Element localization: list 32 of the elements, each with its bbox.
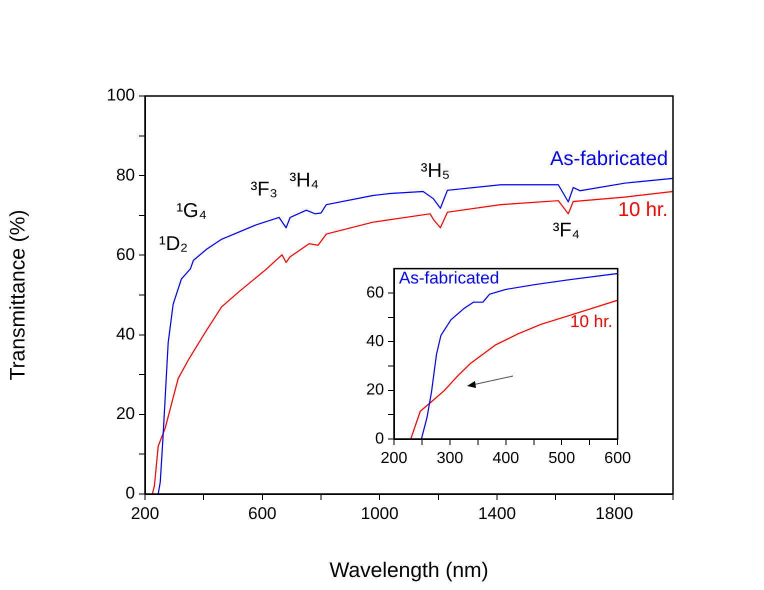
x-tick-label: 200 [130, 504, 160, 523]
y-tick-label: 40 [366, 333, 384, 350]
x-tick-label: 300 [436, 450, 464, 468]
y-tick-label: 60 [116, 244, 135, 264]
x-tick-label: 1800 [595, 504, 634, 523]
annotation: ³F₃ [250, 178, 278, 200]
x-tick-label: 400 [492, 450, 520, 468]
annotation: ³H₄ [289, 169, 319, 192]
y-tick-label: 20 [366, 382, 384, 399]
y-tick-label: 0 [126, 484, 135, 503]
y-tick-label: 20 [116, 404, 135, 424]
x-tick-label: 600 [604, 450, 632, 468]
annotation: ¹G₄ [176, 200, 207, 222]
x-tick-label: 1000 [360, 504, 399, 523]
series-label: 10 hr. [570, 312, 613, 331]
x-tick-label: 500 [548, 450, 576, 468]
y-tick-label: 80 [116, 165, 135, 184]
x-tick-label: 1400 [478, 504, 516, 523]
y-tick-label: 40 [116, 324, 135, 344]
series-label: As-fabricated [399, 268, 500, 288]
annotation: ³H₅ [420, 160, 450, 182]
y-tick-label: 100 [106, 86, 135, 105]
annotation: ¹D₂ [159, 233, 188, 256]
x-tick-label: 200 [380, 450, 408, 468]
y-tick-label: 60 [366, 284, 384, 302]
x-tick-label: 600 [248, 504, 277, 523]
x-axis-title: Wavelength (nm) [329, 559, 489, 582]
annotation: ³F₄ [552, 219, 580, 242]
series-label: As-fabricated [550, 148, 668, 170]
series-label: 10 hr. [618, 199, 668, 222]
y-axis-title: Transmittance (%) [6, 210, 30, 380]
y-tick-label: 0 [375, 430, 384, 448]
